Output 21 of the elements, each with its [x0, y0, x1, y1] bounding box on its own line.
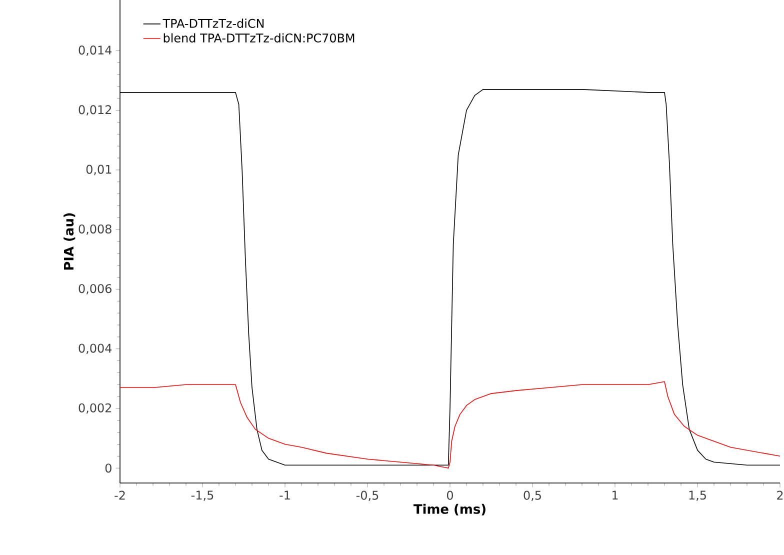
y-tick-label: 0,006 [78, 284, 112, 294]
y-tick-label: 0,008 [78, 224, 112, 235]
x-tick-label: 2 [777, 490, 783, 500]
y-axis-title: PIA (au) [64, 213, 76, 270]
x-tick-label: -2 [114, 490, 125, 500]
y-tick-label: 0,002 [78, 403, 112, 414]
x-tick-label: -1 [280, 490, 290, 500]
legend-label: TPA-DTTzTz-diCN [162, 18, 264, 28]
x-tick-label: 0 [446, 490, 454, 500]
y-tick-label: 0,01 [86, 164, 112, 176]
x-tick-label: -1,5 [191, 490, 214, 501]
x-tick-label: 0,5 [524, 490, 541, 502]
x-tick-label: -0,5 [356, 490, 378, 502]
y-tick-label: 0,014 [78, 46, 112, 56]
legend-label: blend TPA-DTTzTz-diCN:PC70BM [164, 33, 354, 42]
y-tick-label: 0 [105, 464, 112, 473]
x-axis-title: Time (ms) [414, 504, 486, 516]
y-tick-label: 0,004 [78, 344, 112, 354]
x-tick-label: 1,5 [689, 490, 706, 501]
y-tick-label: 0,012 [78, 105, 112, 116]
x-tick-label: 1 [612, 490, 618, 500]
